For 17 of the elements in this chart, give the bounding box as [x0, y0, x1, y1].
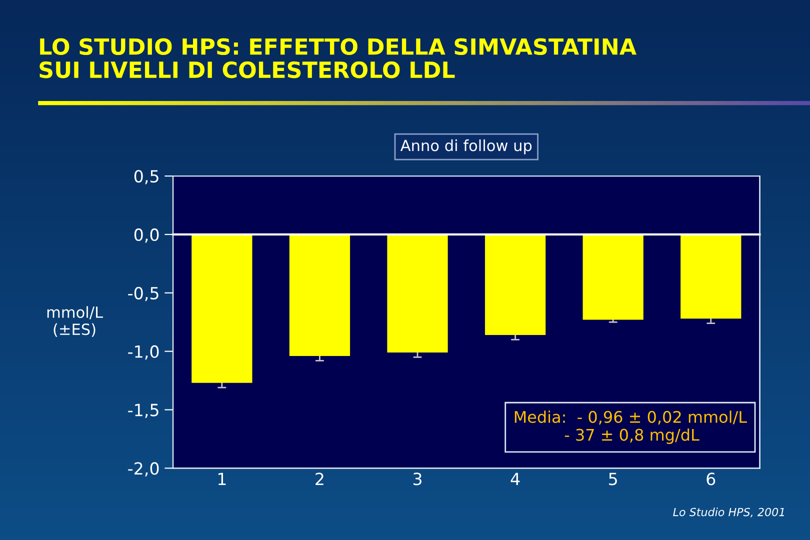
y-axis-title: mmol/L (±ES) — [47, 306, 103, 337]
y-tick-label: 0,0 — [134, 228, 159, 243]
x-axis-title: Anno di follow up — [400, 139, 532, 154]
x-tick-label: 1 — [218, 472, 226, 486]
y-tick-label: -1,5 — [128, 404, 158, 418]
y-tick-label: 0,5 — [134, 170, 158, 184]
x-tick-label: 6 — [706, 472, 716, 486]
text: Lo Studio HPS, 2001 — [673, 508, 784, 518]
y-tick-label: -2,0 — [128, 462, 159, 476]
chart-title: LO STUDIO HPS: EFFETTO DELLA SIMVASTATINA SUI LIVELLI DI COLESTEROLO LDL — [40, 38, 636, 78]
x-tick-label: 3 — [413, 472, 422, 486]
y-tick-label: -1,0 — [128, 345, 159, 360]
x-tick-label: 4 — [510, 472, 520, 486]
x-tick-label: 2 — [316, 472, 324, 486]
x-tick-label: 5 — [609, 472, 617, 486]
annotation: Media: - 0,96 ± 0,02 mmol/L - 37 ± 0,8 mg/dL — [514, 410, 747, 444]
y-tick-label: -0,5 — [128, 286, 158, 302]
